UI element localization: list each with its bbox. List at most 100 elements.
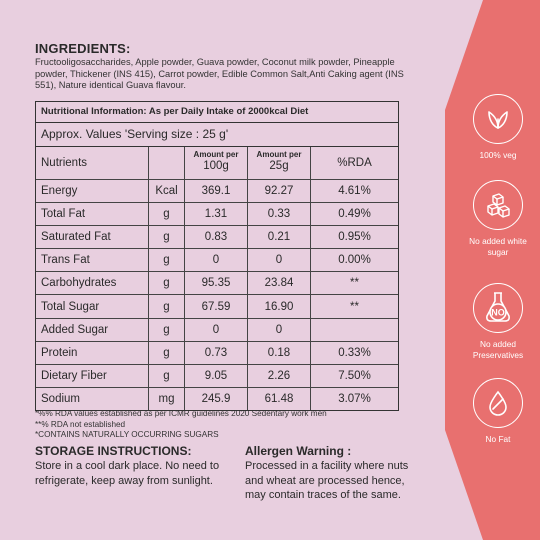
badge-veg: 100% veg xyxy=(463,94,533,161)
col-per25-small: Amount per xyxy=(256,150,302,159)
nutrient-name: Protein xyxy=(36,340,149,365)
badge-no-fat-label: No Fat xyxy=(485,434,511,444)
nutrient-per25: 0.18 xyxy=(247,340,311,365)
nutrient-name: Total Sugar xyxy=(36,294,149,319)
nutrient-name: Saturated Fat xyxy=(36,225,149,250)
no-preservatives-icon: NO xyxy=(473,283,523,333)
nutrient-unit: g xyxy=(148,294,185,319)
nutrient-per100: 1.31 xyxy=(184,202,248,227)
nutrient-per25: 0.33 xyxy=(247,202,311,227)
col-per100: Amount per 100g xyxy=(184,147,248,180)
nutrient-name: Carbohydrates xyxy=(36,271,149,296)
nutrient-rda: 0.33% xyxy=(310,340,398,365)
nutrient-name: Trans Fat xyxy=(36,248,149,273)
nutrient-name: Sodium xyxy=(36,386,149,410)
feature-sidebar xyxy=(443,0,540,540)
allergen-text: Processed in a facility where nuts and w… xyxy=(245,460,409,501)
nutrient-rda: 0.00% xyxy=(310,248,398,273)
storage-title: STORAGE INSTRUCTIONS: xyxy=(35,444,192,458)
table-row: Total Sugar g 67.59 16.90 ** xyxy=(36,294,398,319)
nutrient-rda: 0.49% xyxy=(310,202,398,227)
nutrition-table-box: Nutritional Information: As per Daily In… xyxy=(35,101,399,411)
nutrient-unit: g xyxy=(148,317,185,342)
table-row: Added Sugar g 0 0 xyxy=(36,317,398,342)
col-rda: %RDA xyxy=(310,147,398,180)
table-row: Total Fat g 1.31 0.33 0.49% xyxy=(36,202,398,227)
nutrient-per100: 67.59 xyxy=(184,294,248,319)
nutrient-per100: 245.9 xyxy=(184,386,248,410)
nutrient-rda: 4.61% xyxy=(310,178,398,204)
table-row: Trans Fat g 0 0 0.00% xyxy=(36,248,398,273)
nutrient-per25: 2.26 xyxy=(247,363,311,388)
nutrient-unit: g xyxy=(148,363,185,388)
table-header-row: Nutrients Amount per 100g Amount per 25g… xyxy=(36,147,398,180)
sugar-cubes-icon xyxy=(473,180,523,230)
nutrient-per100: 9.05 xyxy=(184,363,248,388)
nutrition-panel: INGREDIENTS: Fructooligosaccharides, App… xyxy=(35,41,409,501)
nutrient-rda: ** xyxy=(310,294,398,319)
col-unit xyxy=(148,147,185,180)
col-per100-small: Amount per xyxy=(193,150,239,159)
nutrient-rda xyxy=(310,317,398,342)
nutrition-table: Nutrients Amount per 100g Amount per 25g… xyxy=(36,147,398,410)
badge-no-preservatives: NO No added Preservatives xyxy=(463,283,533,361)
table-row: Protein g 0.73 0.18 0.33% xyxy=(36,340,398,365)
nutrient-unit: g xyxy=(148,340,185,365)
svg-text:NO: NO xyxy=(491,308,505,318)
badge-no-sugar-label: No added white sugar xyxy=(469,236,527,257)
nutrient-per25: 0 xyxy=(247,248,311,273)
nutrient-unit: Kcal xyxy=(148,178,185,204)
table-row: Dietary Fiber g 9.05 2.26 7.50% xyxy=(36,363,398,388)
nutrient-name: Total Fat xyxy=(36,202,149,227)
col-per25-big: 25g xyxy=(269,160,289,172)
nutrient-per25: 92.27 xyxy=(247,178,311,204)
nutrient-unit: g xyxy=(148,248,185,273)
nutrient-per100: 0.73 xyxy=(184,340,248,365)
col-nutrients: Nutrients xyxy=(36,147,149,180)
badge-no-preservatives-label: No added Preservatives xyxy=(472,339,524,360)
nutrient-rda: ** xyxy=(310,271,398,296)
nutrition-heading: Nutritional Information: As per Daily In… xyxy=(36,102,398,123)
nutrient-unit: g xyxy=(148,202,185,227)
sidebar-background xyxy=(445,0,540,540)
nutrient-per25: 0 xyxy=(247,317,311,342)
nutrient-unit: mg xyxy=(148,386,185,410)
nutrient-per25: 23.84 xyxy=(247,271,311,296)
footnote: *CONTAINS NATURALLY OCCURRING SUGARS xyxy=(35,430,219,439)
footnotes: *%% RDA values established as per ICMR g… xyxy=(35,409,327,441)
no-fat-drop-icon xyxy=(473,378,523,428)
table-row: Saturated Fat g 0.83 0.21 0.95% xyxy=(36,225,398,250)
badge-no-fat: No Fat xyxy=(463,378,533,445)
nutrient-name: Added Sugar xyxy=(36,317,149,342)
nutrient-per25: 0.21 xyxy=(247,225,311,250)
nutrient-per100: 95.35 xyxy=(184,271,248,296)
table-row: Sodium mg 245.9 61.48 3.07% xyxy=(36,386,398,410)
nutrient-rda: 0.95% xyxy=(310,225,398,250)
nutrient-rda: 3.07% xyxy=(310,386,398,410)
nutrient-per100: 0.83 xyxy=(184,225,248,250)
col-per25: Amount per 25g xyxy=(247,147,311,180)
ingredients-title: INGREDIENTS: xyxy=(35,41,131,56)
nutrient-name: Energy xyxy=(36,178,149,204)
badge-no-sugar: No added white sugar xyxy=(463,180,533,258)
nutrient-unit: g xyxy=(148,225,185,250)
leaf-icon xyxy=(473,94,523,144)
ingredients-text: Fructooligosaccharides, Apple powder, Gu… xyxy=(35,57,404,90)
table-row: Carbohydrates g 95.35 23.84 ** xyxy=(36,271,398,296)
nutrient-unit: g xyxy=(148,271,185,296)
storage-text: Store in a cool dark place. No need to r… xyxy=(35,460,220,487)
serving-size: Approx. Values 'Serving size : 25 g' xyxy=(36,123,398,147)
nutrient-per25: 16.90 xyxy=(247,294,311,319)
allergen-title: Allergen Warning : xyxy=(245,444,352,458)
badge-veg-label: 100% veg xyxy=(479,150,517,160)
nutrient-per100: 0 xyxy=(184,317,248,342)
nutrient-name: Dietary Fiber xyxy=(36,363,149,388)
nutrient-per100: 0 xyxy=(184,248,248,273)
nutrient-per25: 61.48 xyxy=(247,386,311,410)
col-per100-big: 100g xyxy=(203,160,229,172)
nutrient-per100: 369.1 xyxy=(184,178,248,204)
nutrient-rda: 7.50% xyxy=(310,363,398,388)
footnote: *%% RDA values established as per ICMR g… xyxy=(35,409,327,418)
table-row: Energy Kcal 369.1 92.27 4.61% xyxy=(36,178,398,204)
footnote: **% RDA not established xyxy=(35,419,126,429)
